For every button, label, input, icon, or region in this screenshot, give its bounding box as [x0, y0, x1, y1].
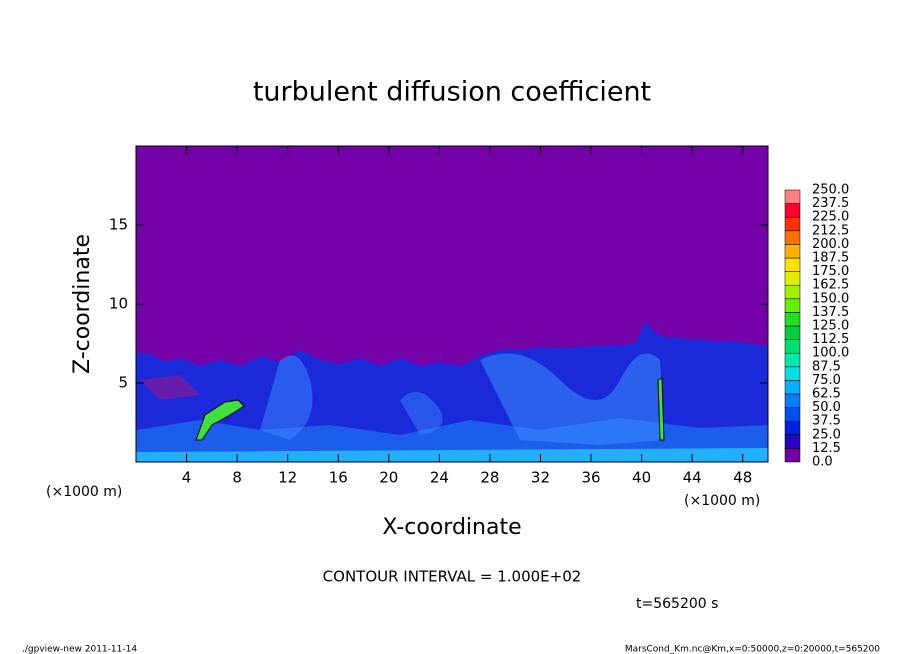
- colorbar-segment: [784, 244, 801, 259]
- colorbar-label: 50.0: [812, 400, 841, 415]
- chart-title: turbulent diffusion coefficient: [253, 77, 651, 108]
- y-tick-label: 15: [109, 216, 128, 234]
- x-axis-label: X-coordinate: [382, 515, 521, 540]
- x-tick-label: 12: [278, 469, 297, 487]
- colorbar-segment: [784, 420, 801, 436]
- x-tick-label: 40: [632, 469, 651, 487]
- colorbar-segment: [784, 325, 801, 340]
- colorbar-label: 212.5: [812, 223, 849, 238]
- colorbar-label: 75.0: [812, 373, 841, 388]
- colorbar-segment: [784, 448, 801, 463]
- colorbar-label: 112.5: [812, 332, 849, 347]
- x-tick-label: 20: [379, 469, 398, 487]
- x-tick-label: 16: [329, 469, 348, 487]
- colorbar-segment: [784, 230, 801, 245]
- colorbar-label: 137.5: [812, 305, 849, 320]
- y-tick-label: 5: [118, 374, 128, 392]
- contour-interval: CONTOUR INTERVAL = 1.000E+02: [323, 568, 582, 586]
- x-tick-label: 8: [232, 469, 242, 487]
- colorbar-label: 87.5: [812, 359, 841, 374]
- y-unit: (×1000 m): [46, 484, 122, 500]
- footer-right: MarsCond_Km.nc@Km,x=0:50000,z=0:20000,t=…: [625, 645, 880, 654]
- colorbar-label: 125.0: [812, 319, 849, 334]
- y-tick-label: 10: [109, 295, 128, 313]
- colorbar-segment: [784, 380, 801, 395]
- colorbar-label: 162.5: [812, 278, 849, 293]
- colorbar-label: 150.0: [812, 291, 849, 306]
- colorbar-segment: [784, 312, 801, 327]
- colorbar-segment: [784, 407, 801, 422]
- colorbar-segment: [784, 434, 801, 449]
- colorbar-segment: [784, 298, 801, 313]
- colorbar-label: 225.0: [812, 210, 849, 225]
- colorbar-segment: [784, 284, 801, 300]
- colorbar-segment: [784, 366, 801, 381]
- colorbar-segment: [784, 189, 801, 204]
- colorbar-segment: [784, 203, 801, 218]
- x-tick-label: 28: [480, 469, 499, 487]
- x-tick-label: 32: [531, 469, 550, 487]
- x-tick-label: 36: [581, 469, 600, 487]
- y-axis-label: Z-coordinate: [70, 234, 95, 374]
- field: [136, 322, 768, 462]
- colorbar-segment: [784, 271, 801, 286]
- x-tick-label: 24: [430, 469, 449, 487]
- colorbar-label: 175.0: [812, 264, 849, 279]
- colorbar-label: 37.5: [812, 414, 841, 429]
- colorbar-segment: [784, 216, 801, 232]
- colorbar-label: 25.0: [812, 427, 841, 442]
- x-tick-label: 44: [683, 469, 702, 487]
- colorbar-label: 237.5: [812, 196, 849, 211]
- x-unit: (×1000 m): [684, 493, 760, 509]
- footer-left: ./gpview-new 2011-11-14: [22, 645, 137, 654]
- x-tick-label: 48: [733, 469, 752, 487]
- colorbar-label: 200.0: [812, 237, 849, 252]
- colorbar-label: 12.5: [812, 441, 841, 456]
- time-label: t=565200 s: [636, 596, 718, 612]
- colorbar-label: 250.0: [812, 183, 849, 198]
- x-tick-label: 4: [182, 469, 192, 487]
- colorbar-segment: [784, 339, 801, 354]
- colorbar-segment: [784, 393, 801, 408]
- colorbar-label: 187.5: [812, 251, 849, 266]
- colorbar-label: 0.0: [812, 455, 833, 470]
- colorbar-label: 62.5: [812, 387, 841, 402]
- colorbar-segment: [784, 257, 801, 272]
- colorbar-label: 100.0: [812, 346, 849, 361]
- colorbar-segment: [784, 352, 801, 368]
